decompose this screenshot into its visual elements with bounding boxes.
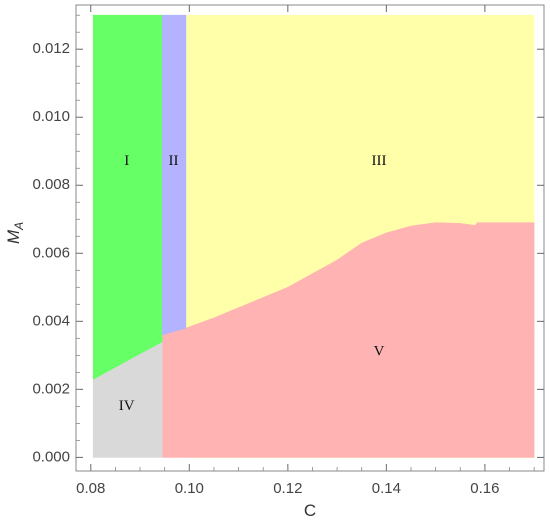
y-tick-label: 0.008 bbox=[32, 176, 70, 193]
x-axis-ticks: 0.08 0.10 0.12 0.14 0.16 bbox=[76, 5, 535, 497]
y-tick-label: 0.010 bbox=[32, 108, 70, 125]
y-tick-label: 0.006 bbox=[32, 244, 70, 261]
region-ii-area bbox=[161, 14, 187, 336]
x-tick-label: 0.12 bbox=[273, 480, 302, 497]
region-iv-label: IV bbox=[119, 398, 135, 414]
y-axis-title-subscript: A bbox=[12, 222, 26, 231]
region-v-area bbox=[161, 222, 535, 458]
y-axis-ticks: 0.000 0.002 0.004 0.006 0.008 0.010 0.012 bbox=[32, 14, 544, 465]
x-axis-title: C bbox=[304, 501, 316, 520]
region-i-label: I bbox=[124, 153, 129, 169]
x-tick-label: 0.16 bbox=[470, 480, 499, 497]
x-tick-label: 0.14 bbox=[372, 480, 401, 497]
region-ii-label: II bbox=[169, 153, 179, 169]
x-tick-label: 0.08 bbox=[76, 480, 105, 497]
plot-frame bbox=[75, 4, 545, 472]
y-tick-label: 0.004 bbox=[32, 312, 70, 329]
y-tick-label: 0.000 bbox=[32, 448, 70, 465]
y-tick-label: 0.002 bbox=[32, 380, 70, 397]
regions-layer bbox=[92, 14, 535, 458]
y-axis-title: MA bbox=[4, 222, 26, 244]
x-tick-label: 0.10 bbox=[175, 480, 204, 497]
y-axis-title-main: M bbox=[4, 229, 23, 244]
region-i-area bbox=[92, 14, 163, 380]
region-iii-label: III bbox=[372, 153, 387, 169]
region-v-label: V bbox=[374, 343, 385, 359]
y-tick-label: 0.012 bbox=[32, 40, 70, 57]
